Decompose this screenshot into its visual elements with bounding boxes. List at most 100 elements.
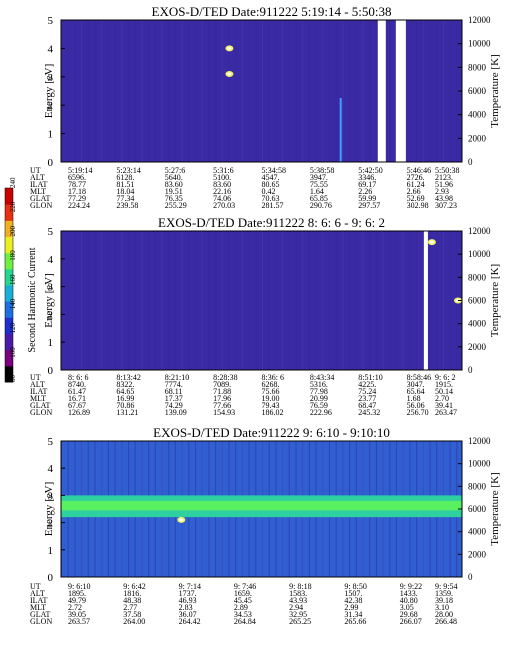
table-cell: 2.94: [289, 603, 303, 612]
table-cell: 29.68: [400, 610, 418, 619]
texture-stripe: [141, 231, 143, 370]
y2-tick-label: 8000: [468, 62, 487, 72]
texture-stripe: [302, 20, 304, 162]
table-cell: 17.37: [165, 394, 183, 403]
table-cell: 51.96: [435, 180, 453, 189]
y-tick-label: 2: [48, 309, 54, 321]
colorbar-segment: [5, 236, 13, 254]
table-cell: 131.21: [116, 408, 138, 417]
texture-stripe: [101, 231, 103, 370]
texture-stripe: [67, 231, 69, 370]
table-cell: 4225.: [358, 380, 376, 389]
texture-stripe: [141, 20, 143, 162]
table-cell: 5640.: [165, 173, 183, 182]
colorbar-tick-label: 180: [9, 250, 17, 261]
energy-band: [61, 500, 462, 511]
y2-tick-label: 12000: [468, 15, 491, 25]
texture-stripe: [402, 231, 404, 370]
table-row-label: GLAT: [30, 610, 51, 619]
y2-tick-label: 4000: [468, 527, 487, 537]
texture-stripe: [315, 231, 317, 370]
texture-stripe: [114, 20, 116, 162]
texture-stripe: [221, 231, 223, 370]
table-row-label: ILAT: [30, 596, 47, 605]
table-cell: 2.70: [435, 394, 449, 403]
colorbar-segment: [5, 365, 13, 383]
table-cell: 256.70: [407, 408, 429, 417]
texture-stripe: [355, 20, 357, 162]
y-tick-label: 1: [48, 337, 54, 349]
table-cell: 8:43:34: [310, 373, 334, 382]
table-cell: 61.47: [68, 387, 86, 396]
table-cell: 5:38:58: [310, 166, 334, 175]
table-cell: 9: 6:42: [123, 582, 145, 591]
colorbar-segment: [5, 220, 13, 237]
table-cell: 1659.: [234, 589, 252, 598]
texture-stripe: [329, 231, 330, 370]
table-cell: 3.10: [435, 603, 449, 612]
texture-stripe: [114, 231, 116, 370]
table-cell: 2726.: [407, 173, 425, 182]
table-cell: 2123.: [435, 173, 453, 182]
texture-stripe: [248, 20, 250, 162]
table-cell: 2.83: [179, 603, 193, 612]
table-cell: 5100.: [213, 173, 231, 182]
table-row-label: ILAT: [30, 180, 47, 189]
texture-stripe: [181, 231, 183, 370]
table-cell: 37.58: [123, 610, 141, 619]
table-cell: 39.05: [68, 610, 86, 619]
table-cell: 9: 8:50: [344, 582, 366, 591]
texture-stripe: [322, 20, 324, 162]
y-axis-label: Energy [eV]: [43, 273, 55, 327]
bright-spot-core: [179, 518, 184, 522]
bright-spot-core: [227, 72, 232, 76]
table-cell: 45.45: [234, 596, 252, 605]
texture-stripe: [241, 231, 243, 370]
texture-stripe: [128, 231, 129, 370]
table-cell: 281.57: [262, 201, 284, 210]
table-row-label: GLON: [30, 201, 52, 210]
y2-tick-label: 8000: [468, 481, 487, 491]
table-cell: 245.32: [358, 408, 380, 417]
table-cell: 9: 9:22: [400, 582, 422, 591]
texture-stripe: [208, 20, 210, 162]
table-cell: 32.95: [289, 610, 307, 619]
texture-stripe: [188, 20, 190, 162]
colorbar-tick-label: 120: [9, 323, 17, 334]
table-cell: 8:36: 6: [262, 373, 284, 382]
table-cell: 5:19:14: [68, 166, 92, 175]
y2-tick-label: 12000: [468, 436, 491, 446]
texture-stripe: [67, 20, 69, 162]
table-cell: 9: 7:14: [179, 582, 201, 591]
texture-stripe: [429, 20, 431, 162]
colorbar-segment: [5, 252, 13, 270]
table-cell: 263.47: [435, 408, 457, 417]
table-cell: 39.18: [435, 596, 453, 605]
texture-stripe: [275, 20, 277, 162]
table-cell: 1583.: [289, 589, 307, 598]
texture-stripe: [436, 231, 438, 370]
texture-stripe: [107, 231, 109, 370]
table-cell: 7774.: [165, 380, 183, 389]
texture-stripe: [275, 231, 277, 370]
y2-tick-label: 10000: [468, 249, 491, 259]
texture-stripe: [174, 20, 176, 162]
table-cell: 77.29: [68, 194, 86, 203]
y2-tick-label: 10000: [468, 39, 491, 49]
texture-stripe: [442, 20, 444, 162]
table-cell: 34.53: [234, 610, 252, 619]
table-cell: 5:31:6: [213, 166, 233, 175]
y-tick-label: 3: [48, 490, 54, 502]
texture-stripe: [422, 20, 424, 162]
table-cell: 77.98: [310, 387, 328, 396]
texture-stripe: [295, 20, 297, 162]
y2-tick-label: 4000: [468, 319, 487, 329]
texture-stripe: [442, 231, 444, 370]
table-cell: 307.23: [435, 201, 457, 210]
table-cell: 74.29: [165, 401, 183, 410]
texture-stripe: [456, 20, 458, 162]
texture-stripe: [195, 231, 196, 370]
table-cell: 75.55: [310, 180, 328, 189]
texture-stripe: [201, 231, 203, 370]
table-cell: 16.99: [116, 394, 134, 403]
